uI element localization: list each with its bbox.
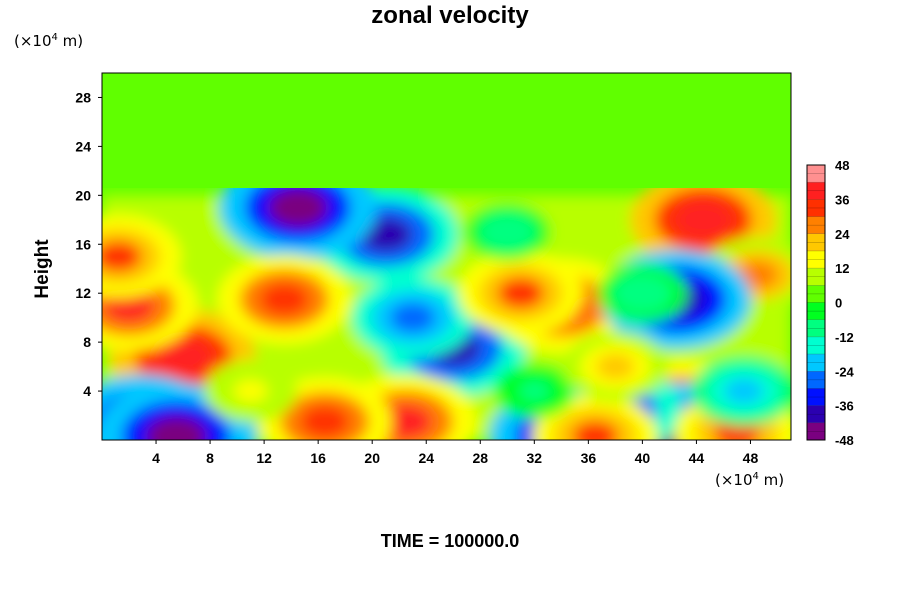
x-tick-label: 4 bbox=[152, 450, 160, 466]
colorbar-segment bbox=[807, 182, 825, 200]
colorbar-segment bbox=[807, 422, 825, 440]
colorbar-segment bbox=[807, 405, 825, 423]
y-tick-label: 12 bbox=[75, 285, 91, 301]
field-feature-core bbox=[676, 202, 730, 238]
y-tick-label: 20 bbox=[75, 187, 91, 203]
y-tick-label: 16 bbox=[75, 236, 91, 252]
colorbar-segment bbox=[807, 250, 825, 269]
colorbar-tick-label: 24 bbox=[835, 227, 850, 242]
colorbar-tick-label: 12 bbox=[835, 261, 849, 276]
x-tick-label: 24 bbox=[418, 450, 434, 466]
field-feature-core bbox=[596, 353, 635, 380]
field-upper-region bbox=[102, 73, 791, 188]
y-tick-label: 4 bbox=[83, 383, 91, 399]
field-feature-core bbox=[102, 241, 142, 272]
colorbar-segment bbox=[807, 354, 825, 372]
x-tick-label: 20 bbox=[364, 450, 380, 466]
colorbar-segment bbox=[807, 388, 825, 406]
field-feature-core bbox=[519, 381, 550, 402]
colorbar-tick-label: -48 bbox=[835, 433, 854, 448]
colorbar-segment bbox=[807, 319, 825, 337]
field-feature-core bbox=[572, 421, 619, 440]
colorbar-frame bbox=[806, 164, 826, 441]
x-tick-label: 32 bbox=[527, 450, 543, 466]
field-feature-core bbox=[736, 261, 779, 289]
field-feature-core bbox=[268, 188, 327, 227]
colorbar-tick-label: -24 bbox=[835, 364, 855, 379]
field-feature-core bbox=[724, 378, 764, 404]
colorbar-segment bbox=[807, 302, 825, 320]
colorbar-segment bbox=[807, 268, 825, 286]
colorbar-tick-label: 48 bbox=[835, 158, 849, 173]
x-tick-label: 36 bbox=[581, 450, 597, 466]
colorbar-segment bbox=[807, 336, 825, 355]
colorbar-segment bbox=[807, 199, 825, 217]
field-feature-core bbox=[233, 379, 268, 403]
colorbar-segment bbox=[807, 216, 825, 234]
colorbar-tick-label: -12 bbox=[835, 330, 854, 345]
field-feature-core bbox=[300, 405, 350, 438]
field-feature-core bbox=[156, 339, 210, 375]
colorbar-tick-label: 0 bbox=[835, 296, 842, 311]
colorbar-segment bbox=[807, 165, 825, 183]
x-tick-label: 28 bbox=[472, 450, 488, 466]
field-features bbox=[102, 155, 791, 440]
x-tick-label: 12 bbox=[256, 450, 272, 466]
x-tick-label: 48 bbox=[743, 450, 759, 466]
colorbar-tick-label: 36 bbox=[835, 192, 849, 207]
field-feature-core bbox=[358, 216, 413, 253]
y-axis-unit: (×104 m) bbox=[14, 32, 84, 50]
plot-frame bbox=[101, 72, 792, 441]
colorbar-tick-label: -36 bbox=[835, 399, 854, 414]
y-tick-label: 28 bbox=[75, 89, 91, 105]
y-tick-label: 8 bbox=[83, 334, 91, 350]
colorbar-segment bbox=[807, 371, 825, 389]
y-axis: 4 8 12 16 20 24 28 bbox=[75, 89, 102, 399]
y-tick-label: 24 bbox=[75, 138, 91, 154]
field-feature-core bbox=[497, 277, 544, 309]
field-feature-core bbox=[146, 416, 207, 440]
x-tick-label: 8 bbox=[206, 450, 214, 466]
colorbar-segment bbox=[807, 285, 825, 303]
time-label: TIME = 100000.0 bbox=[380, 531, 520, 551]
field-feature-core bbox=[390, 302, 436, 333]
field-feature-core bbox=[259, 283, 309, 316]
x-tick-label: 16 bbox=[310, 450, 326, 466]
chart-title: zonal velocity bbox=[371, 2, 529, 29]
plot-area bbox=[102, 73, 791, 440]
field-feature-core bbox=[379, 404, 432, 439]
x-tick-label: 44 bbox=[689, 450, 705, 466]
colorbar: 48 36 24 12 0 -12 -24 -36 -48 bbox=[806, 158, 855, 448]
x-axis-unit: (×104 m) bbox=[715, 471, 785, 489]
field-feature-core bbox=[491, 221, 523, 243]
colorbar-segment bbox=[807, 233, 825, 251]
field-feature-core bbox=[626, 282, 659, 305]
x-tick-label: 40 bbox=[635, 450, 651, 466]
x-axis: 4 8 12 16 20 24 28 32 36 40 44 48 bbox=[152, 440, 758, 466]
